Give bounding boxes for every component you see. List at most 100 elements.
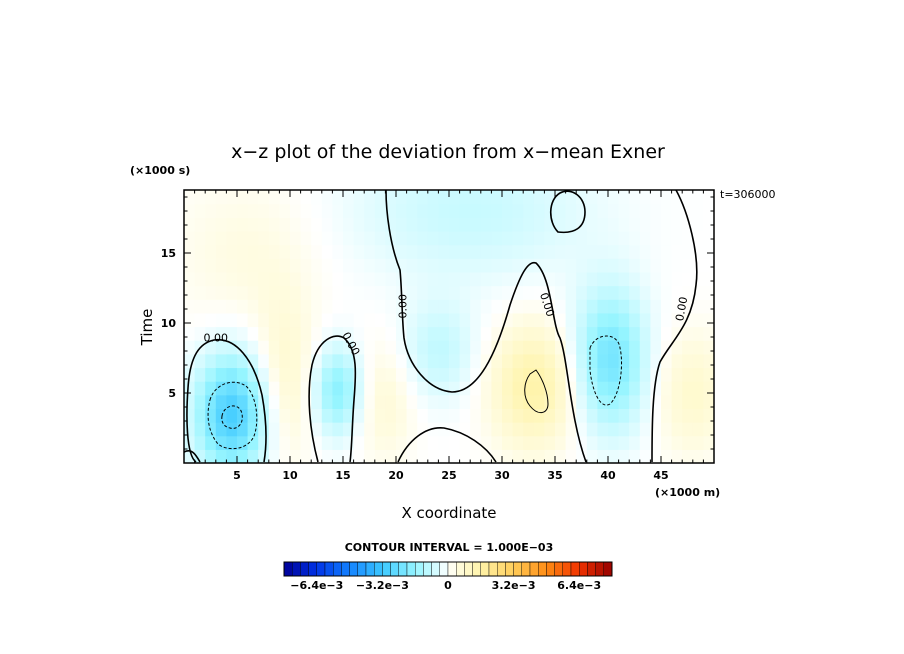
field-cell: [353, 230, 365, 246]
field-cell: [406, 230, 418, 246]
field-cell: [417, 381, 429, 396]
field-cell: [205, 435, 217, 450]
field-cell: [703, 203, 714, 218]
field-cell: [470, 408, 482, 423]
field-cell: [661, 190, 673, 205]
field-cell: [608, 244, 620, 259]
field-cell: [237, 312, 249, 328]
colorbar-swatch: [521, 561, 531, 577]
field-cell: [565, 340, 577, 355]
field-cell: [480, 422, 492, 437]
field-cell: [629, 340, 641, 355]
field-cell: [608, 190, 620, 205]
colorbar-tick-label: 6.4e−3: [557, 579, 601, 592]
field-cell: [512, 217, 524, 232]
field-cell: [682, 435, 694, 450]
field-cell: [311, 408, 323, 423]
field-cell: [268, 203, 280, 218]
field-cell: [311, 285, 323, 300]
plot-area: 0.00 0.000.00 0.00 0.00 5 10 15 20 25 30 35 40 4551…: [161, 189, 715, 482]
field-cell: [237, 271, 249, 287]
positive-contour: [524, 369, 549, 413]
field-cell: [300, 285, 312, 300]
field-cell: [533, 449, 545, 463]
field-cell: [533, 326, 545, 341]
field-cell: [523, 326, 535, 341]
field-cell: [353, 340, 365, 355]
field-cell: [661, 230, 673, 246]
field-cell: [692, 435, 704, 450]
field-cell: [629, 449, 641, 463]
field-cell: [258, 230, 270, 246]
field-cell: [586, 258, 598, 273]
field-cell: [703, 258, 714, 273]
field-cell: [364, 285, 376, 300]
field-cell: [311, 230, 323, 246]
field-cell: [300, 394, 312, 409]
field-cell: [555, 422, 567, 437]
field-cell: [533, 299, 545, 314]
field-cell: [692, 353, 704, 369]
field-cell: [618, 230, 630, 246]
field-cell: [353, 190, 365, 205]
field-cell: [618, 435, 630, 450]
field-cell: [332, 381, 344, 396]
field-cell: [268, 285, 280, 300]
field-cell: [279, 230, 291, 246]
field-cell: [247, 340, 259, 355]
colorbar-swatch: [456, 561, 465, 577]
field-cell: [703, 408, 714, 423]
field-cell: [523, 408, 535, 423]
field-cell: [671, 340, 683, 355]
field-cell: [502, 299, 514, 314]
field-cell: [417, 299, 429, 314]
field-cell: [449, 271, 461, 287]
field-cell: [703, 394, 714, 409]
field-cell: [205, 190, 217, 205]
field-cell: [491, 326, 503, 341]
field-cell: [502, 312, 514, 328]
field-cell: [629, 244, 641, 259]
field-cell: [671, 203, 683, 218]
field-cell: [279, 408, 291, 423]
field-cell: [374, 312, 386, 328]
field-cell: [480, 230, 492, 246]
field-cell: [533, 435, 545, 450]
field-cell: [321, 190, 333, 205]
field-cell: [618, 367, 630, 382]
field-cell: [374, 381, 386, 396]
field-cell: [427, 326, 439, 341]
field-cell: [343, 422, 355, 437]
colorbar-swatch: [529, 561, 539, 577]
field-cell: [258, 217, 270, 232]
field-cell: [502, 435, 514, 450]
field-cell: [353, 217, 365, 232]
field-cell: [555, 394, 567, 409]
field-cell: [608, 381, 620, 396]
field-cell: [703, 271, 714, 287]
field-cell: [226, 190, 238, 205]
field-cell: [671, 312, 683, 328]
field-cell: [406, 326, 418, 341]
colorbar-swatch: [505, 561, 514, 577]
field-cell: [374, 258, 386, 273]
field-cell: [608, 408, 620, 423]
field-cell: [449, 326, 461, 341]
field-cell: [459, 422, 471, 437]
field-cell: [343, 299, 355, 314]
field-cell: [194, 285, 206, 300]
field-cell: [364, 244, 376, 259]
field-cell: [385, 285, 397, 300]
field-cell: [385, 217, 397, 232]
field-cell: [268, 435, 280, 450]
field-cell: [194, 312, 206, 328]
field-cell: [417, 244, 429, 259]
field-cell: [215, 271, 227, 287]
field-cell: [194, 244, 206, 259]
field-cell: [682, 381, 694, 396]
field-cell: [237, 449, 249, 463]
field-cell: [671, 381, 683, 396]
field-cell: [480, 353, 492, 369]
colorbar-swatch: [349, 561, 359, 577]
field-cell: [417, 408, 429, 423]
